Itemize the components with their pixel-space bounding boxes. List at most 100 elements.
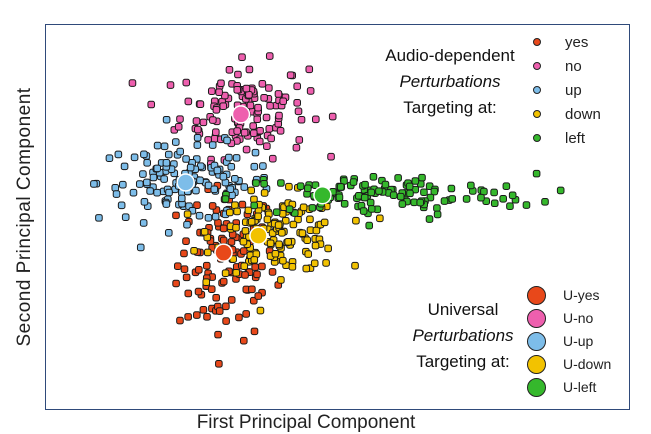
point-yes <box>238 200 247 209</box>
point-left <box>349 178 358 186</box>
audio-dependent-caption-line3: Targeting at: <box>403 98 497 117</box>
point-up <box>120 162 129 171</box>
universal-caption-line2: Perturbations <box>412 326 514 345</box>
point-no <box>265 52 274 60</box>
point-yes <box>219 236 228 245</box>
point-no <box>147 100 156 109</box>
point-left <box>448 195 457 203</box>
point-up <box>165 188 173 197</box>
point-down <box>247 186 256 195</box>
point-down <box>285 182 293 191</box>
point-up <box>136 243 145 252</box>
point-up <box>160 142 169 151</box>
point-yes <box>227 238 236 246</box>
point-no <box>174 123 183 131</box>
point-up <box>160 175 168 183</box>
point-up <box>121 213 130 221</box>
point-yes <box>239 247 248 255</box>
point-left <box>369 173 378 181</box>
x-axis-label: First Principal Component <box>196 412 416 433</box>
point-up <box>95 214 103 222</box>
point-down <box>271 249 280 258</box>
point-down <box>221 269 230 277</box>
point-no <box>207 87 216 95</box>
point-no <box>128 79 137 87</box>
point-left <box>365 221 374 230</box>
series-no <box>128 52 337 168</box>
point-left <box>252 179 260 187</box>
point-up <box>105 154 114 162</box>
point-no <box>306 87 315 95</box>
point-down <box>351 261 359 270</box>
point-down <box>306 215 314 224</box>
point-no <box>199 118 208 127</box>
point-left <box>418 173 426 182</box>
legend-label-u-yes: U-yes <box>563 287 600 303</box>
point-down <box>312 226 321 235</box>
point-no <box>254 103 262 112</box>
point-down <box>376 214 384 223</box>
audio-dependent-caption-line1: Audio-dependent <box>385 46 515 65</box>
point-yes <box>174 262 182 271</box>
point-down <box>241 227 250 235</box>
point-no <box>245 91 253 99</box>
point-yes <box>202 261 211 270</box>
point-no <box>293 82 301 91</box>
point-up <box>259 162 267 170</box>
point-left <box>425 215 434 223</box>
point-left <box>367 188 376 197</box>
point-up <box>213 166 222 175</box>
point-down <box>277 276 285 284</box>
point-no <box>262 113 271 122</box>
point-down <box>275 240 283 249</box>
point-up <box>196 176 204 185</box>
point-left <box>490 199 499 208</box>
legend-marker-up <box>533 86 541 94</box>
point-down <box>288 263 297 271</box>
point-no <box>265 125 274 133</box>
point-left <box>285 205 294 214</box>
point-no <box>196 100 205 109</box>
audio-dependent-caption-line2: Perturbations <box>399 72 501 91</box>
point-yes <box>208 202 217 210</box>
point-up <box>204 214 213 222</box>
point-down <box>200 228 209 236</box>
point-left <box>361 180 369 189</box>
point-no <box>293 99 301 107</box>
point-left <box>394 174 402 182</box>
point-down <box>240 262 249 271</box>
point-up <box>176 147 184 156</box>
point-no <box>255 137 264 146</box>
universal-caption-line1: Universal <box>427 300 499 319</box>
point-left <box>508 191 517 200</box>
point-yes <box>242 310 250 318</box>
universal-caption: Universal Perturbations Targeting at: <box>402 297 524 375</box>
point-yes <box>239 336 248 345</box>
point-no <box>234 70 242 79</box>
point-no <box>328 112 337 121</box>
point-up <box>211 212 220 221</box>
point-yes <box>193 311 201 319</box>
scatter-plot-area <box>90 52 565 368</box>
point-up <box>90 180 98 188</box>
point-yes <box>184 313 192 321</box>
point-up <box>232 154 241 162</box>
legend-label-u-down: U-down <box>563 356 612 372</box>
point-yes <box>172 279 180 288</box>
point-down <box>310 259 319 268</box>
point-no <box>242 84 251 93</box>
point-yes <box>253 270 261 279</box>
point-no <box>210 134 219 143</box>
point-no <box>275 111 283 120</box>
point-up <box>226 185 235 194</box>
point-down <box>352 216 360 225</box>
point-up <box>111 184 120 192</box>
point-up <box>117 201 126 210</box>
point-up <box>143 178 151 187</box>
point-no <box>215 88 223 97</box>
point-down <box>322 259 330 267</box>
point-up <box>250 162 259 171</box>
point-yes <box>222 317 230 325</box>
legend-marker-u-left <box>527 378 546 397</box>
point-no <box>294 107 303 116</box>
